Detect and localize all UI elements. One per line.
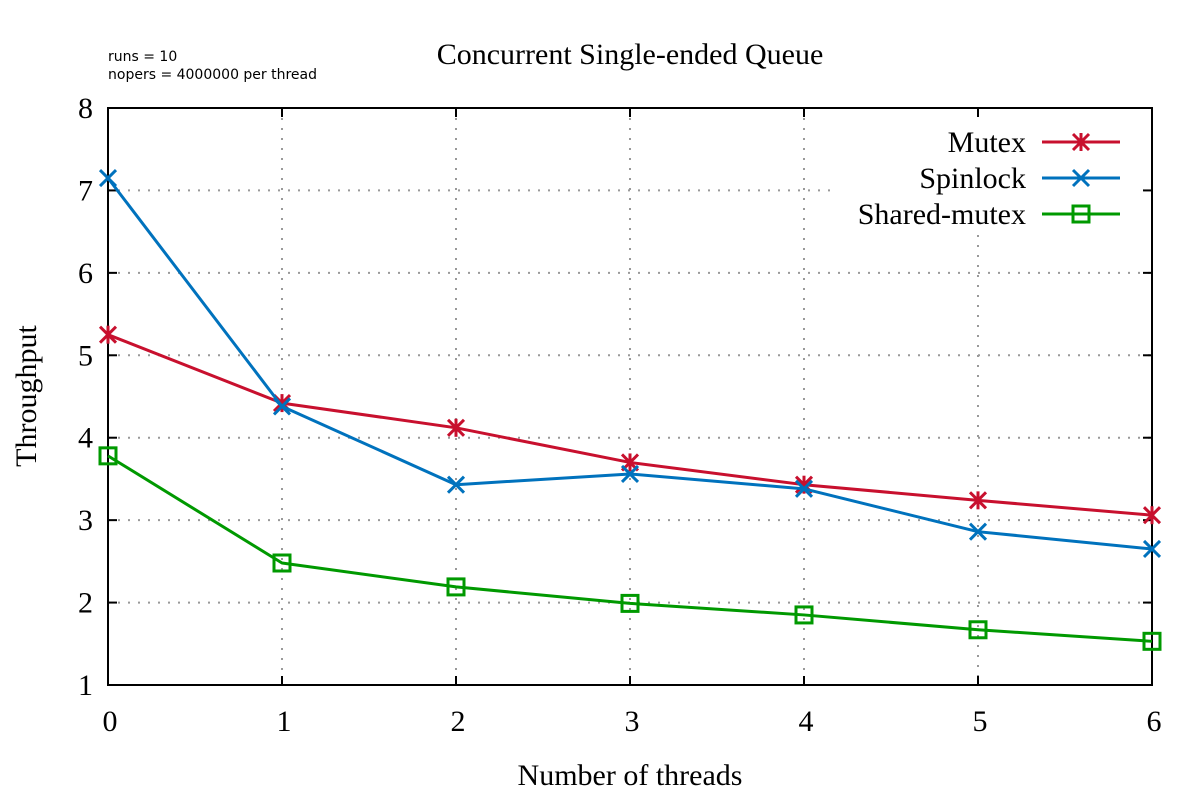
series-mutex: [98, 325, 1162, 525]
chart-annotation-nopers: nopers = 4000000 per thread: [108, 67, 317, 83]
data-point: [620, 593, 640, 613]
legend-label: Spinlock: [919, 162, 1026, 195]
legend-marker: [1071, 204, 1091, 224]
series-spinlock: [98, 169, 1162, 559]
series-shared-mutex: [98, 446, 1162, 651]
data-point: [272, 553, 292, 573]
data-point: [968, 522, 988, 541]
y-tick-label: 8: [78, 92, 93, 125]
series: [98, 169, 1162, 651]
x-tick-label: 1: [277, 705, 292, 738]
data-point: [794, 605, 814, 625]
x-tick-label: 2: [451, 705, 466, 738]
legend-marker: [1071, 132, 1091, 152]
y-tick-label: 5: [78, 339, 93, 372]
chart-title: Concurrent Single-ended Queue: [437, 38, 824, 71]
x-tick-label: 3: [625, 705, 640, 738]
legend-label: Shared-mutex: [858, 198, 1026, 231]
y-tick-label: 4: [78, 422, 93, 455]
legend-marker: [1071, 168, 1091, 188]
data-point: [1142, 539, 1162, 559]
axis-ticks: [107, 107, 1153, 686]
legend-item: Mutex: [948, 126, 1120, 159]
x-tick-label: 4: [799, 705, 814, 738]
y-tick-labels: 1 2 3 4 5 6 7 8: [78, 92, 93, 702]
x-axis-label: Number of threads: [518, 759, 743, 792]
data-point: [968, 620, 988, 640]
x-tick-labels: 0 1 2 3 4 5 6: [103, 705, 1162, 738]
data-point: [98, 325, 118, 344]
data-point: [272, 397, 292, 416]
data-point: [98, 169, 118, 188]
data-point: [446, 577, 466, 597]
plot-frame: [107, 107, 1153, 686]
grid: [108, 108, 1152, 685]
y-tick-label: 2: [78, 587, 93, 620]
data-point: [1142, 506, 1162, 525]
x-tick-label: 5: [973, 705, 988, 738]
data-point: [1142, 631, 1162, 651]
data-point: [794, 479, 814, 498]
y-tick-label: 6: [78, 257, 93, 290]
x-tick-label: 6: [1147, 705, 1162, 738]
series-line: [107, 454, 1153, 643]
legend-label: Mutex: [948, 126, 1026, 159]
legend-item: Shared-mutex: [858, 198, 1120, 231]
legend-item: Spinlock: [919, 162, 1120, 195]
y-tick-label: 3: [78, 504, 93, 537]
series-line: [106, 177, 1153, 551]
y-tick-label: 7: [78, 174, 93, 207]
x-tick-label: 0: [103, 705, 118, 738]
chart-annotation-runs: runs = 10: [108, 49, 177, 65]
data-point: [98, 446, 118, 466]
data-point: [968, 491, 988, 510]
data-point: [446, 475, 466, 494]
data-point: [620, 464, 640, 484]
y-tick-label: 1: [78, 669, 93, 702]
data-point: [446, 418, 466, 437]
y-axis-label: Throughput: [10, 325, 43, 467]
